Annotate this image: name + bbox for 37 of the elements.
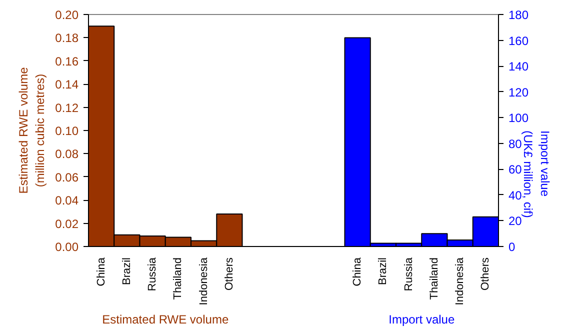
x-tick-label: Russia xyxy=(402,256,415,292)
y-tick-label: 0.14 xyxy=(55,78,79,92)
x-tick-label: Russia xyxy=(146,256,159,292)
y2-tick-label: 140 xyxy=(508,60,529,74)
y-tick-label: 0.10 xyxy=(55,124,79,138)
y2-tick-label: 0 xyxy=(508,240,516,254)
x-tick-label: Thailand xyxy=(428,257,440,300)
x-tick-label: Indonesia xyxy=(198,256,210,306)
x-tick-label: Thailand xyxy=(172,257,184,300)
y2-tick-label: 60 xyxy=(508,162,522,177)
y-tick-label: 0.18 xyxy=(55,31,79,46)
y-tick-label: 0.08 xyxy=(55,147,79,162)
y-tick-label: 0.02 xyxy=(55,216,79,231)
y2-tick-label: 120 xyxy=(508,85,529,100)
x-tick-label: China xyxy=(352,256,364,286)
y2-tick-label: 80 xyxy=(508,136,522,151)
x-tick-label: Others xyxy=(480,257,492,291)
text: Estimated RWE volume xyxy=(102,312,229,326)
y2-tick-label: 100 xyxy=(508,111,529,126)
x-tick-label: Indonesia xyxy=(454,256,466,306)
y-tick-label: 0.16 xyxy=(55,54,79,68)
x-tick-label: China xyxy=(95,256,108,286)
y2-tick-label: 180 xyxy=(508,8,529,22)
y-tick-label: 0.04 xyxy=(55,194,79,208)
y2-tick-label: 160 xyxy=(508,34,529,48)
y2-tick-label: 40 xyxy=(508,188,522,202)
y-tick-label: 0.12 xyxy=(55,100,79,115)
y2-tick-label: 20 xyxy=(508,214,522,228)
y-tick-label: 0.06 xyxy=(55,170,79,184)
x-tick-label: Others xyxy=(223,257,236,291)
x-tick-label: Brazil xyxy=(120,257,133,286)
y2-axis-title: Import value (UK£ million, cif) xyxy=(521,130,552,218)
x-tick-label: Brazil xyxy=(377,257,390,286)
y-axis-title: Estimated RWE volume (million cubic metres) xyxy=(16,66,48,194)
text: Import value xyxy=(388,312,455,326)
y-tick-label: 0.20 xyxy=(55,8,79,22)
y-tick-label: 0.00 xyxy=(55,240,79,254)
